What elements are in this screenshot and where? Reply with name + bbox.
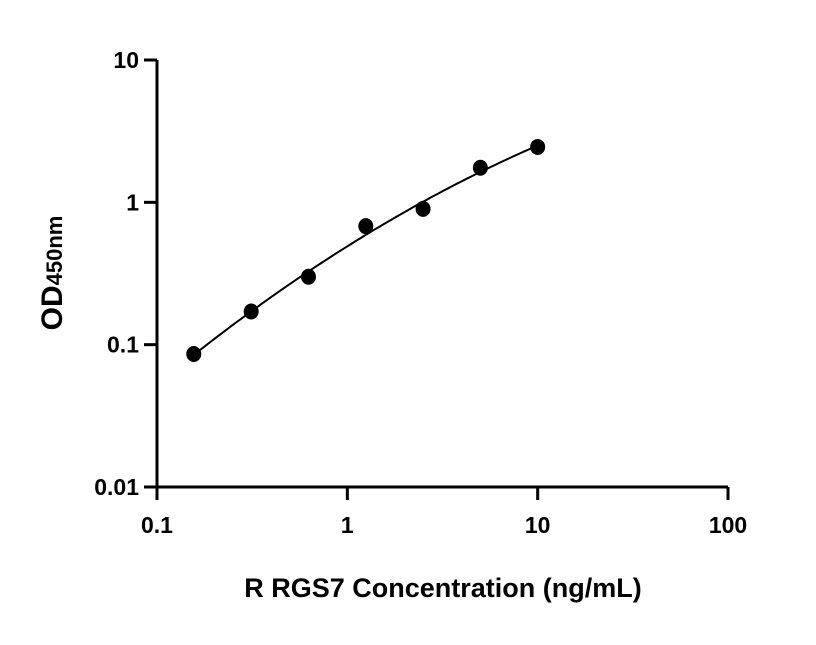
y-tick-label: 10 (113, 47, 139, 73)
y-tick-label: 1 (126, 189, 139, 215)
x-tick-label: 10 (525, 512, 551, 538)
fit-curve-layer (193, 144, 539, 356)
y-tick-label: 0.01 (94, 474, 139, 500)
data-point (415, 200, 431, 217)
x-tick-label: 1 (341, 512, 354, 538)
x-axis-label: R RGS7 Concentration (ng/mL) (244, 573, 642, 603)
x-tick-label: 100 (709, 512, 747, 538)
y-axis-label: OD450nm (36, 216, 69, 331)
data-point (186, 345, 202, 362)
y-tick-label: 0.1 (107, 332, 139, 358)
data-point (300, 268, 316, 285)
data-point (472, 159, 488, 176)
y-axis-label-sub: 450nm (42, 216, 67, 286)
points-layer (186, 138, 546, 362)
data-point (530, 138, 546, 155)
data-point (358, 218, 374, 235)
data-point (243, 303, 259, 320)
y-axis-label-main: OD (36, 285, 69, 330)
fit-curve (193, 144, 539, 356)
x-tick-label: 0.1 (141, 512, 173, 538)
